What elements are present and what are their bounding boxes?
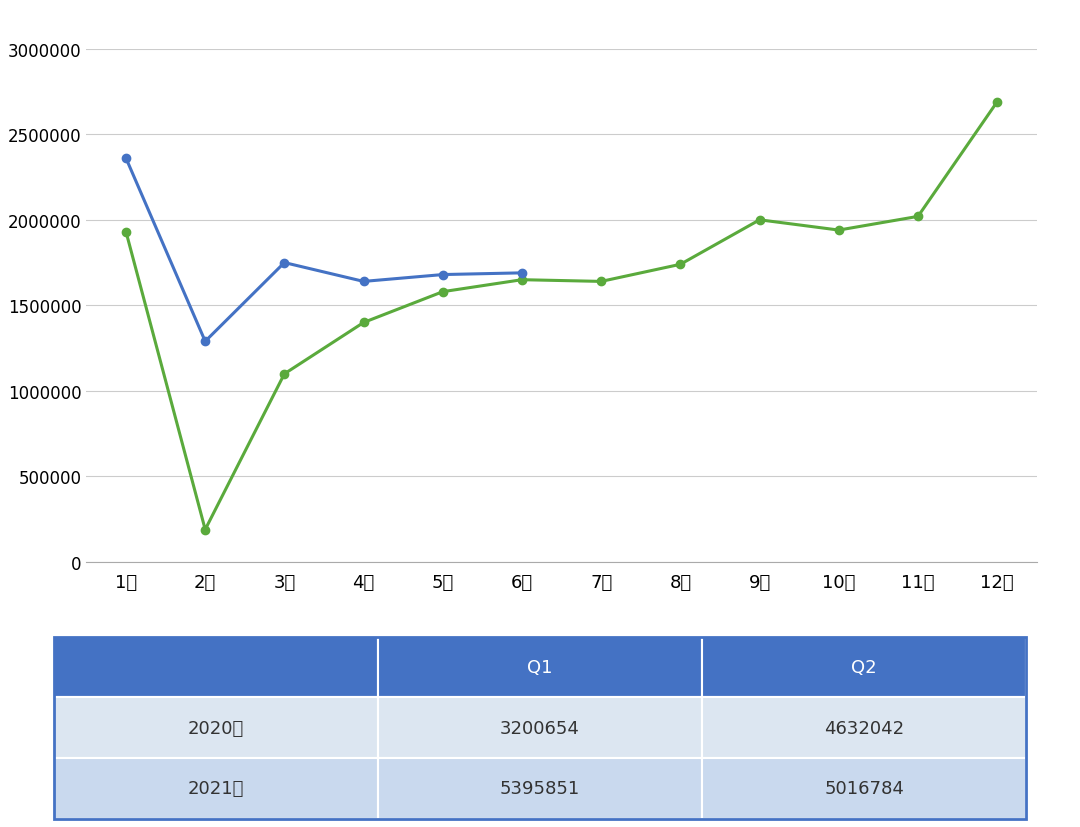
2020 [436,287,449,297]
2021 [436,270,449,280]
Line: 2021: 2021 [122,155,526,346]
Line: 2020: 2020 [122,98,1001,534]
Text: 4632042: 4632042 [824,719,904,737]
Text: 5395851: 5395851 [500,779,580,797]
2020 [357,318,370,328]
2021 [357,277,370,287]
2020 [278,370,291,380]
Text: 5016784: 5016784 [824,779,904,797]
2020 [595,277,608,287]
2021 [199,337,212,347]
2020 [912,213,924,222]
2020 [753,216,766,226]
Text: 2021年: 2021年 [188,779,244,797]
2020 [833,226,846,236]
2021 [120,154,133,164]
2020 [674,260,687,270]
2020 [199,525,212,535]
2021 [515,269,528,279]
2020 [990,98,1003,108]
Text: Q2: Q2 [851,658,877,676]
Text: 3200654: 3200654 [500,719,580,737]
2021 [278,258,291,268]
2020 [515,275,528,285]
Legend: 2020, 2021: 2020, 2021 [435,638,688,671]
2020 [120,227,133,237]
Text: Q1: Q1 [527,658,553,676]
Text: 2020年: 2020年 [188,719,244,737]
